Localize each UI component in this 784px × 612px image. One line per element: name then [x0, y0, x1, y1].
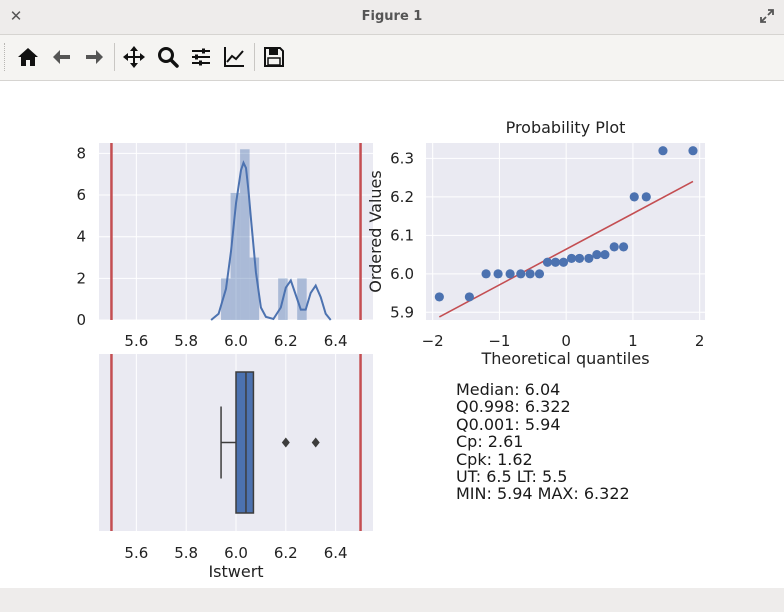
kde-curve	[210, 160, 332, 321]
probability-plot-ylabel: Ordered Values	[366, 170, 385, 292]
home-icon[interactable]	[12, 41, 44, 73]
probability-point	[464, 292, 474, 302]
probability-y-tick-label: 6.2	[390, 188, 414, 206]
boxplot-x-tick-label: 5.8	[174, 544, 198, 562]
histogram-y-tick-label: 0	[76, 311, 86, 329]
stats-text: Median: 6.04 Q0.998: 6.322 Q0.001: 5.94 Cp:…	[456, 381, 630, 503]
probability-point	[550, 257, 561, 267]
boxplot-outlier	[281, 437, 290, 448]
toolbar-grip	[4, 43, 8, 71]
boxplot-xlabel: Istwert	[208, 562, 263, 581]
stat-cpk: Cpk: 1.62	[456, 449, 533, 469]
probability-y-tick-label: 6.3	[390, 149, 414, 167]
histogram-bar	[297, 278, 307, 320]
probability-point	[574, 253, 585, 264]
histogram-y-tick-label: 2	[76, 269, 86, 287]
probability-point	[609, 242, 619, 252]
probability-plot-axes: −2 −1 0 1 2 5.9 6.0 6.1 6.2 6.3 Probability Plot Th…	[366, 118, 705, 368]
histogram-bar	[249, 257, 260, 320]
boxplot-x-tick-label: 6.0	[224, 544, 248, 562]
probability-point	[505, 269, 515, 279]
maximize-icon[interactable]	[758, 7, 776, 25]
probability-point	[481, 269, 491, 279]
histogram-y-tick-label: 6	[76, 186, 86, 204]
status-bar	[0, 588, 784, 612]
subplots-icon[interactable]	[185, 41, 217, 73]
boxplot-x-tick-label: 6.2	[274, 544, 298, 562]
save-icon[interactable]	[258, 41, 290, 73]
probability-plot-xlabel: Theoretical quantiles	[480, 349, 649, 368]
probability-x-tick-label: −1	[488, 332, 510, 350]
probability-plot-background	[426, 143, 705, 320]
pan-icon[interactable]	[118, 41, 150, 73]
histogram-y-tick-label: 4	[76, 228, 86, 246]
histogram-x-tick-label: 6.2	[274, 332, 298, 350]
stat-q-low: Q0.001: 5.94	[456, 414, 561, 434]
probability-y-tick-label: 6.1	[390, 226, 414, 244]
probability-point	[688, 146, 698, 156]
boxplot-box	[235, 371, 255, 514]
zoom-icon[interactable]	[152, 41, 184, 73]
probability-point	[566, 253, 577, 264]
probability-point	[558, 257, 569, 267]
forward-arrow-icon[interactable]	[78, 41, 110, 73]
boxplot-x-tick-label: 5.6	[124, 544, 148, 562]
boxplot-outlier	[311, 437, 320, 448]
histogram-bar	[240, 149, 250, 320]
probability-point	[584, 253, 594, 264]
probability-point	[592, 249, 602, 260]
probability-point	[434, 292, 444, 302]
back-arrow-icon[interactable]	[46, 41, 78, 73]
probability-x-tick-label: 2	[695, 332, 705, 350]
probability-x-tick-label: 0	[561, 332, 571, 350]
probability-plot-title: Probability Plot	[506, 118, 626, 137]
probability-point	[542, 257, 553, 267]
stat-q-high: Q0.998: 6.322	[456, 397, 571, 417]
probability-x-tick-label: −2	[422, 332, 444, 350]
stat-min-max: MIN: 5.94 MAX: 6.322	[456, 484, 630, 504]
probability-point	[618, 242, 629, 252]
histogram-x-tick-label: 6.4	[324, 332, 348, 350]
histogram-bar	[230, 192, 241, 320]
boxplot-x-tick-label: 6.4	[324, 544, 348, 562]
toolbar	[0, 35, 784, 81]
toolbar-separator	[114, 43, 115, 71]
histogram-bar	[221, 278, 231, 320]
probability-point	[534, 269, 545, 279]
probability-point	[641, 192, 651, 202]
toolbar-separator	[254, 43, 255, 71]
probability-point	[629, 192, 639, 202]
probability-point	[600, 249, 610, 260]
probability-point	[525, 269, 535, 279]
histogram-axes: 5.6 5.8 6.0 6.2 6.4 0 2 4 6 8	[76, 143, 373, 350]
stat-cp: Cp: 2.61	[456, 432, 524, 452]
probability-y-tick-label: 5.9	[390, 303, 414, 321]
window-title: Figure 1	[361, 9, 423, 24]
histogram-x-tick-label: 5.6	[124, 332, 148, 350]
close-icon[interactable]: ✕	[9, 7, 23, 25]
probability-point	[516, 269, 526, 279]
figure-canvas[interactable]: 5.6 5.8 6.0 6.2 6.4 0 2 4 6 8 −2 −1 0 1 2 5.9 6.0 6.1 6.2…	[0, 81, 784, 588]
stat-median: Median: 6.04	[456, 380, 561, 399]
probability-point	[493, 269, 503, 279]
boxplot-axes: 5.6 5.8 6.0 6.2 6.4 Istwert	[99, 354, 373, 581]
stat-limits: UT: 6.5 LT: 5.5	[456, 467, 568, 487]
histogram-y-tick-label: 8	[76, 144, 86, 162]
probability-y-tick-label: 6.0	[390, 265, 414, 283]
fit-line	[438, 180, 694, 318]
probability-x-tick-label: 1	[628, 332, 638, 350]
edit-axis-icon[interactable]	[218, 41, 250, 73]
figure-svg: 5.6 5.8 6.0 6.2 6.4 0 2 4 6 8 −2 −1 0 1 2 5.9 6.0 6.1 6.2…	[76, 118, 705, 581]
histogram-x-tick-label: 5.8	[174, 332, 198, 350]
title-bar: ✕ Figure 1	[0, 0, 784, 35]
probability-point	[658, 146, 668, 156]
histogram-x-tick-label: 6.0	[224, 332, 248, 350]
